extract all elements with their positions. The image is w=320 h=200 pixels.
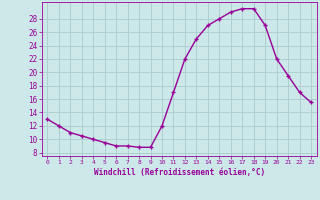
X-axis label: Windchill (Refroidissement éolien,°C): Windchill (Refroidissement éolien,°C) (94, 168, 265, 177)
